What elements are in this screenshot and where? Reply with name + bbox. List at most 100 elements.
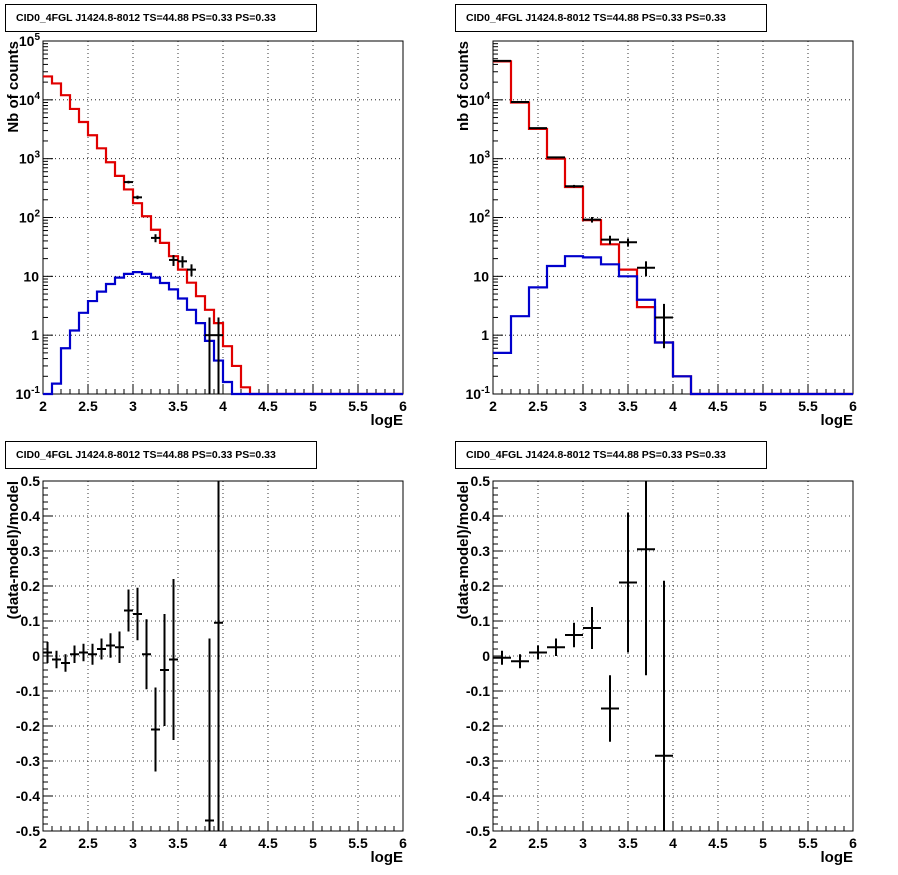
x-tick-label: 4.5 <box>258 398 278 414</box>
y-tick-label: 0.2 <box>21 578 41 594</box>
x-tick-label: 2.5 <box>528 835 548 851</box>
x-tick-label: 6 <box>849 835 857 851</box>
data-point <box>601 235 619 245</box>
y-tick-label: 0.5 <box>471 473 491 489</box>
y-tick-label: 104 <box>19 91 41 108</box>
x-axis-label: logE <box>821 849 854 866</box>
y-tick-label: 0.1 <box>21 613 41 629</box>
x-tick-label: 2.5 <box>78 398 98 414</box>
residual-point <box>97 638 106 660</box>
x-tick-label: 5.5 <box>348 398 368 414</box>
x-tick-label: 4.5 <box>258 835 278 851</box>
x-tick-label: 4 <box>669 835 677 851</box>
residual-point <box>637 481 655 676</box>
y-tick-label: -0.5 <box>16 823 40 839</box>
x-tick-label: 3 <box>579 398 587 414</box>
residual-point <box>88 643 97 665</box>
y-tick-label: -0.2 <box>466 718 490 734</box>
x-axis-label: logE <box>821 412 854 429</box>
data-point <box>124 180 133 184</box>
residual-point <box>601 675 619 742</box>
data-point <box>529 127 547 130</box>
x-tick-label: 6 <box>399 398 407 414</box>
y-tick-label: 10-1 <box>16 385 41 402</box>
data-point <box>547 156 565 159</box>
x-tick-label: 2 <box>489 835 497 851</box>
title-box-top-right: CID0_4FGL J1424.8-8012 TS=44.88 PS=0.33 … <box>455 4 767 32</box>
x-tick-label: 4 <box>669 398 677 414</box>
x-tick-label: 2.5 <box>78 835 98 851</box>
y-axis-label: (data-model)/model <box>5 481 22 619</box>
residual-point <box>583 607 601 649</box>
y-tick-label: -0.1 <box>466 683 490 699</box>
data-point <box>583 216 601 223</box>
residual-point <box>565 622 583 648</box>
title-box-bottom-left: CID0_4FGL J1424.8-8012 TS=44.88 PS=0.33 … <box>5 441 317 469</box>
x-tick-label: 5.5 <box>798 835 818 851</box>
y-tick-label: 0.5 <box>21 473 41 489</box>
x-tick-label: 3 <box>129 835 137 851</box>
x-tick-label: 2 <box>39 398 47 414</box>
residual-point <box>70 645 79 663</box>
data-point <box>205 317 214 394</box>
y-tick-label: 103 <box>19 150 41 167</box>
x-tick-label: 3 <box>579 835 587 851</box>
residual-point <box>151 687 160 772</box>
x-tick-label: 4.5 <box>708 835 728 851</box>
residual-point <box>142 619 151 690</box>
residual-point <box>106 633 115 658</box>
y-tick-label: -0.4 <box>16 788 40 804</box>
y-tick-label: 1 <box>481 327 489 343</box>
y-tick-label: 0.3 <box>21 543 41 559</box>
residual-point <box>61 654 70 672</box>
y-tick-label: 0.4 <box>471 508 491 524</box>
title-box-bottom-right: CID0_4FGL J1424.8-8012 TS=44.88 PS=0.33 … <box>455 441 767 469</box>
histogram-series-0 <box>43 75 403 396</box>
x-tick-label: 3.5 <box>618 398 638 414</box>
x-tick-label: 4 <box>219 835 227 851</box>
x-tick-label: 5 <box>759 398 767 414</box>
y-tick-label: 0 <box>482 648 490 664</box>
x-tick-label: 3.5 <box>618 835 638 851</box>
y-tick-label: -0.3 <box>466 753 490 769</box>
y-tick-label: 10 <box>473 268 489 284</box>
y-tick-label: 10-1 <box>466 385 491 402</box>
data-point <box>655 303 673 349</box>
data-point <box>151 234 160 243</box>
residual-point <box>619 512 637 653</box>
y-tick-label: 0.2 <box>471 578 491 594</box>
y-tick-label: -0.5 <box>466 823 490 839</box>
y-tick-label: -0.2 <box>16 718 40 734</box>
histogram-series-1 <box>43 271 403 396</box>
x-tick-label: 5 <box>759 835 767 851</box>
title-box-top-left: CID0_4FGL J1424.8-8012 TS=44.88 PS=0.33 … <box>5 4 317 32</box>
residual-point <box>529 645 547 660</box>
x-tick-label: 2.5 <box>528 398 548 414</box>
x-tick-label: 5.5 <box>348 835 368 851</box>
data-point <box>214 317 223 394</box>
histogram-series-1 <box>493 255 853 396</box>
residual-point <box>655 580 673 831</box>
y-tick-label: 105 <box>19 32 41 49</box>
residual-point <box>169 579 178 740</box>
x-tick-label: 4 <box>219 398 227 414</box>
x-tick-label: 2 <box>489 398 497 414</box>
x-tick-label: 5 <box>309 398 317 414</box>
x-tick-label: 2 <box>39 835 47 851</box>
y-tick-label: 104 <box>469 91 491 108</box>
residual-point <box>115 631 124 663</box>
residual-point <box>493 650 511 665</box>
data-point <box>619 238 637 247</box>
x-axis-label: logE <box>371 412 404 429</box>
y-axis-label: nb of counts <box>455 41 472 131</box>
data-point <box>169 255 178 266</box>
y-tick-label: -0.3 <box>16 753 40 769</box>
x-axis-label: logE <box>371 849 404 866</box>
y-tick-label: 103 <box>469 150 491 167</box>
residual-point <box>205 638 214 831</box>
